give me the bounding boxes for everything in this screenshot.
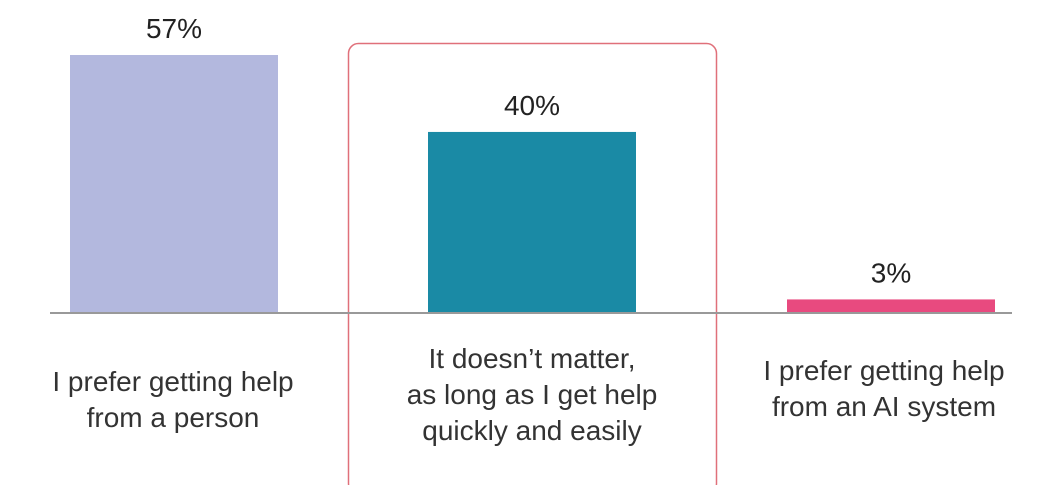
category-label-0: I prefer getting help from a person [8, 364, 338, 436]
category-label-1-line-2: as long as I get help [406, 379, 658, 410]
category-label-2-line-2: from an AI system [771, 391, 997, 422]
category-label-2: I prefer getting help from an AI system [719, 353, 1047, 425]
category-label-1: It doesn’t matter, as long as I get help… [367, 341, 697, 449]
category-label-1-line-3: quickly and easily [422, 415, 642, 446]
highlight-frame [347, 42, 718, 485]
value-label-1: 40% [504, 90, 560, 121]
bar-0 [70, 55, 278, 313]
value-label-2: 3% [871, 257, 911, 288]
bar-2 [787, 299, 995, 313]
category-label-2-line-1: I prefer getting help [763, 355, 1005, 386]
category-label-0-line-1: I prefer getting help [52, 366, 294, 397]
bar-1 [428, 131, 636, 313]
category-label-1-line-1: It doesn’t matter, [428, 343, 636, 374]
value-label-0: 57% [146, 13, 202, 44]
category-label-0-line-2: from a person [86, 402, 260, 433]
